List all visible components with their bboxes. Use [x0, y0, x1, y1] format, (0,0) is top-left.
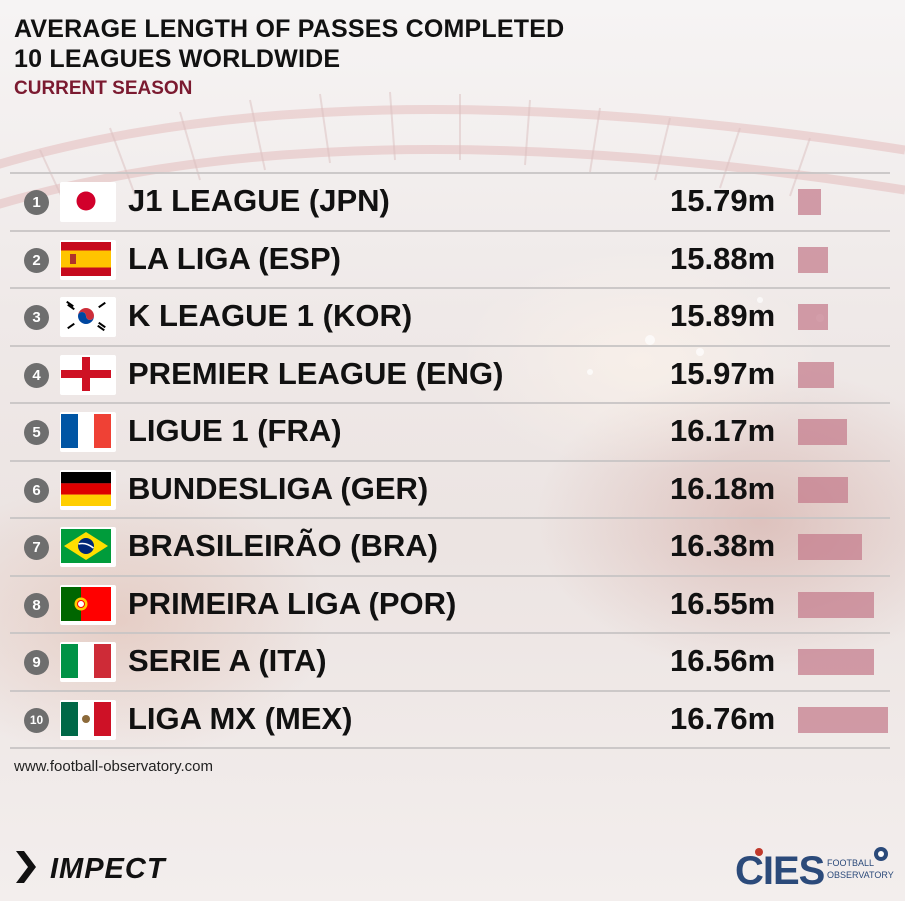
- league-name: BRASILEIRÃO (BRA): [128, 528, 438, 563]
- value-bar: [798, 706, 888, 733]
- impect-logo: IMPECT: [16, 851, 167, 885]
- table-row: 4 PREMIER LEAGUE (ENG) 15.97m: [10, 344, 890, 403]
- portugal-flag-icon: [61, 586, 111, 621]
- rank-badge: 10: [24, 707, 49, 733]
- value-label: 15.88m: [670, 240, 776, 276]
- value-label: 15.97m: [670, 355, 776, 391]
- league-name: LIGUE 1 (FRA): [128, 413, 342, 448]
- football-icon: [874, 847, 888, 861]
- table-row: 2 LA LIGA (ESP) 15.88m: [10, 229, 890, 288]
- value-label: 16.17m: [670, 413, 776, 448]
- cies-accent-dot: [755, 848, 763, 856]
- cies-tagline-1: FOOTBALL: [827, 858, 874, 868]
- table-row: 3 K LEAGUE 1 (KOR) 15.89m: [10, 287, 890, 345]
- league-name: LA LIGA (ESP): [128, 240, 341, 276]
- spain-flag-icon: [61, 241, 111, 276]
- value-bar: [798, 591, 874, 618]
- brazil-flag-icon: [61, 529, 111, 563]
- table-row: 9 SERIE A (ITA) 16.56m: [10, 632, 890, 690]
- cies-wordmark: CIES: [735, 849, 825, 890]
- rank-badge: 5: [24, 420, 49, 445]
- mexico-flag-icon: [61, 701, 111, 736]
- value-label: 16.38m: [670, 528, 776, 563]
- value-label: 16.55m: [670, 585, 776, 621]
- value-bar: [798, 246, 828, 273]
- rank-badge: 1: [24, 190, 49, 215]
- league-name: J1 LEAGUE (JPN): [128, 183, 390, 218]
- chart-title: AVERAGE LENGTH OF PASSES COMPLETED 10 LE…: [14, 14, 564, 74]
- korea-flag-icon: [61, 299, 111, 333]
- impect-wordmark: IMPECT: [50, 853, 167, 885]
- value-label: 16.18m: [670, 470, 776, 506]
- ranking-table: 1 J1 LEAGUE (JPN) 15.79m 2 LA LIGA (ESP) 15.8…: [10, 172, 890, 749]
- league-name: K LEAGUE 1 (KOR): [128, 298, 413, 333]
- impect-chevron-icon: [16, 851, 36, 883]
- league-name: BUNDESLIGA (GER): [128, 470, 429, 506]
- rank-badge: 2: [24, 247, 49, 273]
- league-name: PREMIER LEAGUE (ENG): [128, 355, 504, 391]
- value-bar: [798, 649, 874, 675]
- value-bar: [798, 189, 821, 215]
- value-bar: [798, 534, 862, 560]
- table-row: 8 PRIMEIRA LIGA (POR) 16.55m: [10, 574, 890, 633]
- league-name: LIGA MX (MEX): [128, 700, 353, 736]
- italy-flag-icon: [61, 644, 111, 678]
- source-url: www.football-observatory.com: [14, 758, 213, 775]
- cies-logo: CIES FOOTBALL OBSERVATORY: [735, 847, 894, 890]
- title-line-1: AVERAGE LENGTH OF PASSES COMPLETED: [14, 15, 565, 43]
- value-label: 16.76m: [670, 700, 776, 736]
- table-row: 5 LIGUE 1 (FRA) 16.17m: [10, 402, 890, 460]
- value-bar: [798, 361, 834, 388]
- title-line-2: 10 LEAGUES WORLDWIDE: [14, 45, 341, 73]
- table-row: 10 LIGA MX (MEX) 16.76m: [10, 689, 890, 749]
- rank-badge: 8: [24, 592, 49, 618]
- rank-badge: 3: [24, 305, 49, 330]
- england-flag-icon: [61, 356, 111, 391]
- rank-badge: 6: [24, 477, 49, 503]
- germany-flag-icon: [61, 471, 111, 506]
- cies-tagline-2: OBSERVATORY: [827, 870, 894, 880]
- rank-badge: 4: [24, 362, 49, 388]
- table-row: 1 J1 LEAGUE (JPN) 15.79m: [10, 172, 890, 230]
- league-name: SERIE A (ITA): [128, 643, 327, 678]
- league-name: PRIMEIRA LIGA (POR): [128, 585, 457, 621]
- rank-badge: 9: [24, 650, 49, 675]
- table-row: 6 BUNDESLIGA (GER) 16.18m: [10, 459, 890, 518]
- table-row: 7 BRASILEIRÃO (BRA) 16.38m: [10, 517, 890, 575]
- chart-subtitle: CURRENT SEASON: [14, 78, 193, 99]
- value-label: 15.79m: [670, 183, 776, 218]
- value-label: 16.56m: [670, 643, 776, 678]
- value-bar: [798, 304, 828, 330]
- france-flag-icon: [61, 414, 111, 448]
- value-bar: [798, 419, 847, 445]
- japan-flag-icon: [61, 184, 111, 218]
- rank-badge: 7: [24, 535, 49, 560]
- value-bar: [798, 476, 848, 503]
- value-label: 15.89m: [670, 298, 776, 333]
